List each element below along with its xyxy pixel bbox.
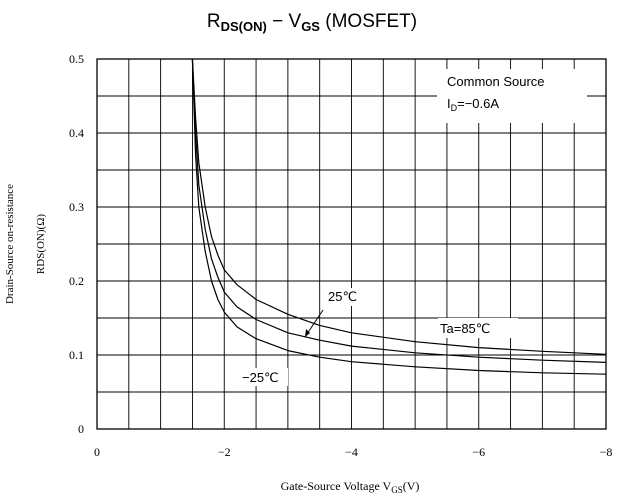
y-tick-label: 0	[78, 422, 84, 436]
label-bg-25	[326, 288, 368, 306]
y-tick-label: 0.1	[69, 348, 84, 362]
series-label-m25C: −25℃	[242, 370, 279, 385]
x-axis-title: Gate-Source Voltage VGS(V)	[281, 479, 420, 495]
y-tick-label: 0.5	[69, 52, 84, 66]
y-tick-labels: 0 0.1 0.2 0.3 0.4 0.5	[69, 52, 84, 436]
x-tick-label: −8	[600, 445, 613, 459]
x-tick-labels: 0 −2 −4 −6 −8	[94, 445, 612, 459]
x-tick-label: 0	[94, 445, 100, 459]
label-bg-m25	[240, 368, 288, 386]
series-line-2	[191, 58, 607, 375]
series-label-85C: Ta=85℃	[440, 321, 490, 336]
y-tick-label: 0.2	[69, 274, 84, 288]
y-tick-label: 0.3	[69, 200, 84, 214]
y-axis-title-line2: RDS(ON)(Ω)	[35, 214, 47, 274]
series-label-25C: 25℃	[328, 289, 357, 304]
y-axis-title-line1: Drain-Source on-resistance	[4, 184, 16, 304]
chart-title: RDS(ON) − VGS (MOSFET)	[207, 11, 417, 34]
label-pointer-arrowhead	[305, 329, 310, 337]
plot-frame	[96, 58, 607, 430]
x-tick-label: −6	[472, 445, 485, 459]
conditions-line1: Common Source	[447, 74, 545, 89]
x-tick-label: −4	[345, 445, 358, 459]
series-line-0	[191, 58, 607, 355]
x-tick-label: −2	[218, 445, 231, 459]
curves	[191, 58, 607, 375]
label-bg-85	[438, 318, 518, 338]
series-line-1	[191, 58, 607, 363]
y-tick-label: 0.4	[69, 126, 84, 140]
conditions-box	[437, 69, 587, 123]
conditions-line2: ID=−0.6A	[447, 96, 499, 113]
